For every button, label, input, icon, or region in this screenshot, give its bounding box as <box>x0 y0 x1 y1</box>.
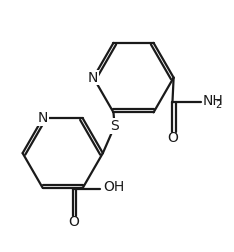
Text: O: O <box>68 214 79 229</box>
Text: S: S <box>110 119 119 133</box>
Text: NH: NH <box>203 94 224 108</box>
Text: O: O <box>167 131 178 145</box>
Text: OH: OH <box>103 180 124 194</box>
Text: 2: 2 <box>216 100 222 110</box>
Text: N: N <box>37 111 48 125</box>
Text: N: N <box>88 71 98 85</box>
